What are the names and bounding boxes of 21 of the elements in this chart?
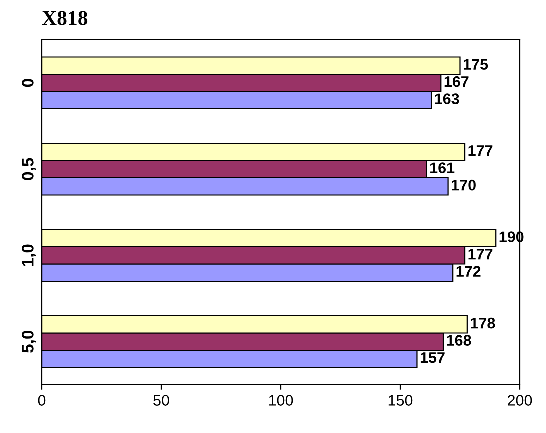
data-label: 177 bbox=[468, 249, 493, 260]
y-tick-label: 1,0 bbox=[22, 244, 36, 266]
data-label: 168 bbox=[447, 335, 472, 346]
x-tick-label: 0 bbox=[38, 395, 46, 406]
chart-title: X818 bbox=[42, 11, 88, 26]
x-tick-label: 150 bbox=[388, 395, 413, 406]
data-label: 167 bbox=[444, 76, 469, 88]
y-tick-label: 0,5 bbox=[22, 158, 36, 180]
data-label: 161 bbox=[430, 162, 455, 174]
data-label: 178 bbox=[471, 318, 496, 329]
data-label: 163 bbox=[435, 94, 460, 104]
data-label: 172 bbox=[456, 266, 481, 277]
data-label: 157 bbox=[420, 352, 445, 364]
y-tick-label: 5,0 bbox=[22, 330, 36, 353]
x-tick-label: 200 bbox=[508, 395, 532, 406]
data-label: 177 bbox=[468, 146, 493, 156]
y-tick-label: 0 bbox=[22, 79, 34, 88]
data-label: 170 bbox=[452, 180, 476, 191]
x-tick-label: 100 bbox=[269, 395, 294, 406]
x-tick-label: 50 bbox=[154, 395, 170, 406]
data-label: 175 bbox=[464, 59, 488, 70]
